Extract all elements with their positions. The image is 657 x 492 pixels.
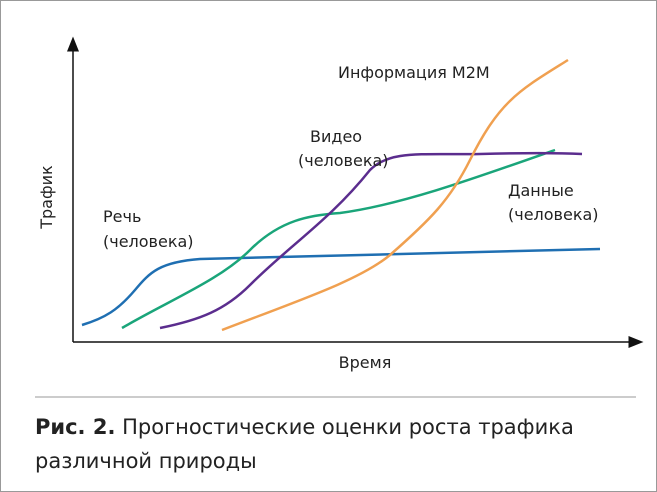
curve-label: Информация M2M: [338, 63, 490, 82]
curve-label: (человека): [298, 151, 389, 170]
curve-m2m: [221, 58, 569, 332]
caption-text: Прогностические оценки роста трафика раз…: [35, 415, 574, 473]
curve-label: Данные: [508, 181, 574, 200]
x-axis-label: Время: [339, 353, 392, 372]
curve-voice: [81, 247, 601, 327]
curve-label: (человека): [103, 232, 194, 251]
y-axis-label: Трафик: [37, 165, 56, 230]
curve-label: Видео: [310, 127, 362, 146]
caption: Рис. 2. Прогностические оценки роста тра…: [35, 410, 635, 478]
curve-label: (человека): [508, 205, 599, 224]
curve-video: [159, 152, 583, 330]
curve-label: Речь: [103, 207, 141, 226]
caption-number: Рис. 2.: [35, 415, 116, 439]
